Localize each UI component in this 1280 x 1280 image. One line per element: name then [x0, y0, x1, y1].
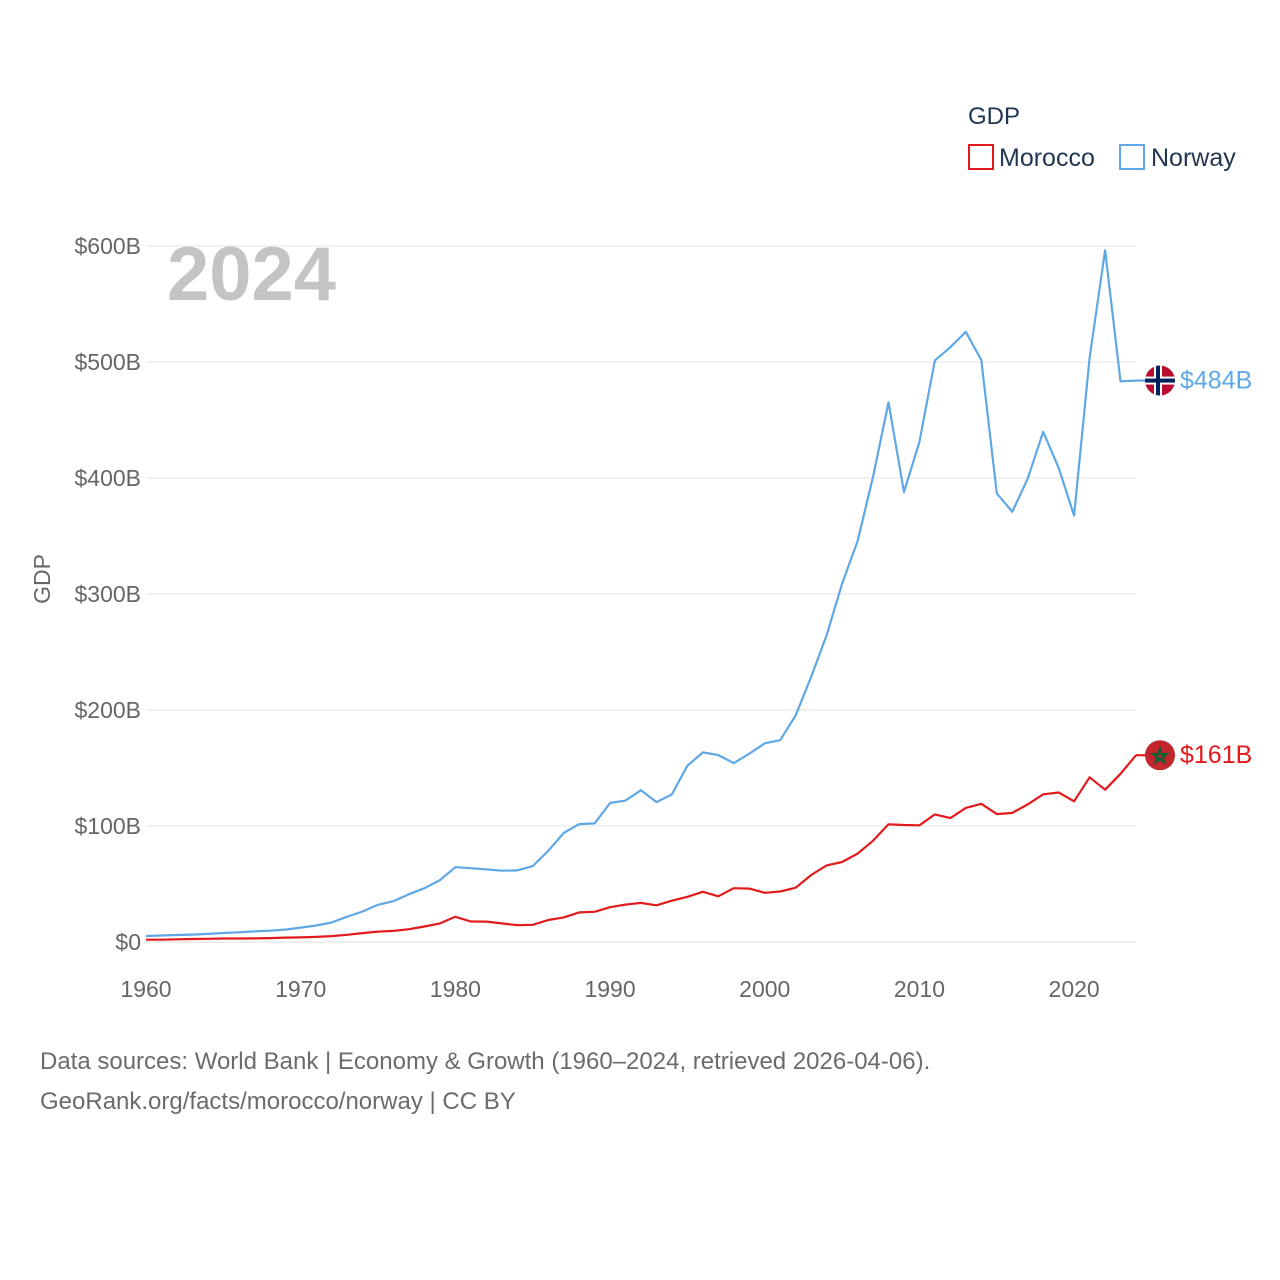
legend-title: GDP [968, 103, 1020, 130]
x-tick-label: 2020 [1049, 976, 1100, 1002]
legend-label-norway: Norway [1151, 144, 1236, 172]
year-label: 2024 [167, 232, 336, 317]
y-tick-label: $600B [74, 233, 141, 259]
y-axis-ticks: $0 $100B $200B $300B $400B $500B $600B [74, 233, 141, 955]
x-axis-ticks: 1960 1970 1980 1990 2000 2010 2020 [120, 976, 1099, 1002]
legend: GDP Morocco Norway [968, 103, 1236, 172]
legend-label-morocco: Morocco [999, 144, 1095, 172]
series-end-labels: $161B $484B [1136, 365, 1252, 771]
x-tick-label: 2000 [739, 976, 790, 1002]
end-value-label-morocco: $161B [1180, 741, 1252, 769]
y-tick-label: $0 [115, 929, 141, 955]
x-tick-label: 1960 [120, 976, 171, 1002]
gridlines [146, 245, 1136, 943]
norway-flag-icon [1145, 365, 1175, 396]
footer: Data sources: World Bank | Economy & Gro… [40, 1042, 930, 1122]
y-tick-label: $400B [74, 465, 141, 491]
legend-swatch-morocco [968, 144, 994, 170]
x-tick-label: 1990 [584, 976, 635, 1002]
y-tick-label: $300B [74, 581, 141, 607]
legend-item-norway[interactable]: Norway [1119, 144, 1236, 172]
data-sources-text: Data sources: World Bank | Economy & Gro… [40, 1048, 931, 1075]
x-tick-label: 1970 [275, 976, 326, 1002]
x-tick-label: 2010 [894, 976, 945, 1002]
source-url-text: GeoRank.org/facts/morocco/norway | CC BY [40, 1088, 516, 1115]
y-tick-label: $100B [74, 813, 141, 839]
series-lines [145, 249, 1137, 941]
legend-swatch-norway [1119, 144, 1145, 170]
series-line-morocco [146, 754, 1137, 941]
gdp-line-chart: $0 $100B $200B $300B $400B $500B $600B 1960 197… [29, 103, 1252, 1002]
end-value-label-norway: $484B [1180, 367, 1252, 395]
morocco-flag-icon [1145, 740, 1175, 771]
legend-item-morocco[interactable]: Morocco [968, 144, 1095, 172]
y-axis-label: GDP [29, 554, 55, 604]
y-tick-label: $500B [74, 349, 141, 375]
series-line-norway [145, 249, 1137, 938]
y-tick-label: $200B [74, 697, 141, 723]
x-tick-label: 1980 [430, 976, 481, 1002]
